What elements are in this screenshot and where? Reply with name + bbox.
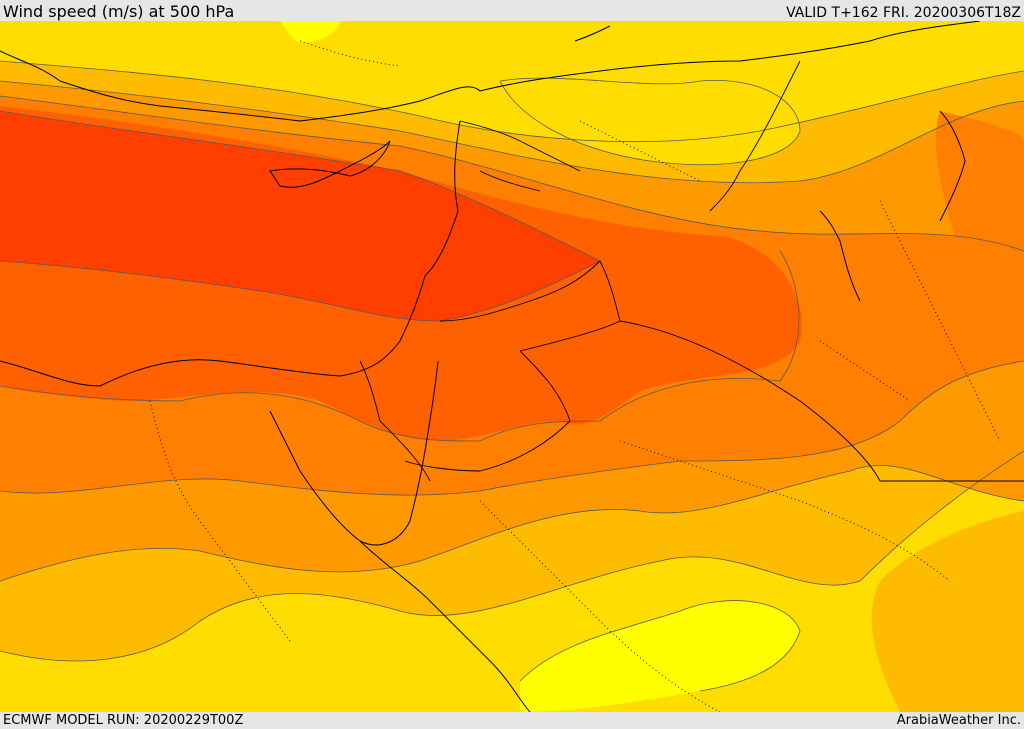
band-5-pocket-east xyxy=(935,111,1024,311)
band-2-pocket-north xyxy=(500,78,800,165)
model-run: ECMWF MODEL RUN: 20200229T00Z xyxy=(3,713,244,728)
footer-bar: ECMWF MODEL RUN: 20200229T00Z ArabiaWeat… xyxy=(0,712,1024,729)
contour-lines xyxy=(0,60,1024,692)
wind-speed-map xyxy=(0,21,1024,712)
map-title: Wind speed (m/s) at 500 hPa xyxy=(3,2,235,21)
weather-map xyxy=(0,21,1024,712)
borders xyxy=(359,60,1024,482)
valid-time: VALID T+162 FRI. 20200306T18Z xyxy=(786,5,1021,21)
dotted-boundaries xyxy=(149,40,1001,712)
coastlines xyxy=(0,21,981,712)
band-1-pocket-north xyxy=(280,21,340,42)
header-bar: Wind speed (m/s) at 500 hPa VALID T+162 … xyxy=(0,0,1024,21)
band-7-area xyxy=(0,111,600,321)
credit-text: ArabiaWeather Inc. xyxy=(896,713,1021,728)
band-3-pocket xyxy=(871,511,1024,712)
